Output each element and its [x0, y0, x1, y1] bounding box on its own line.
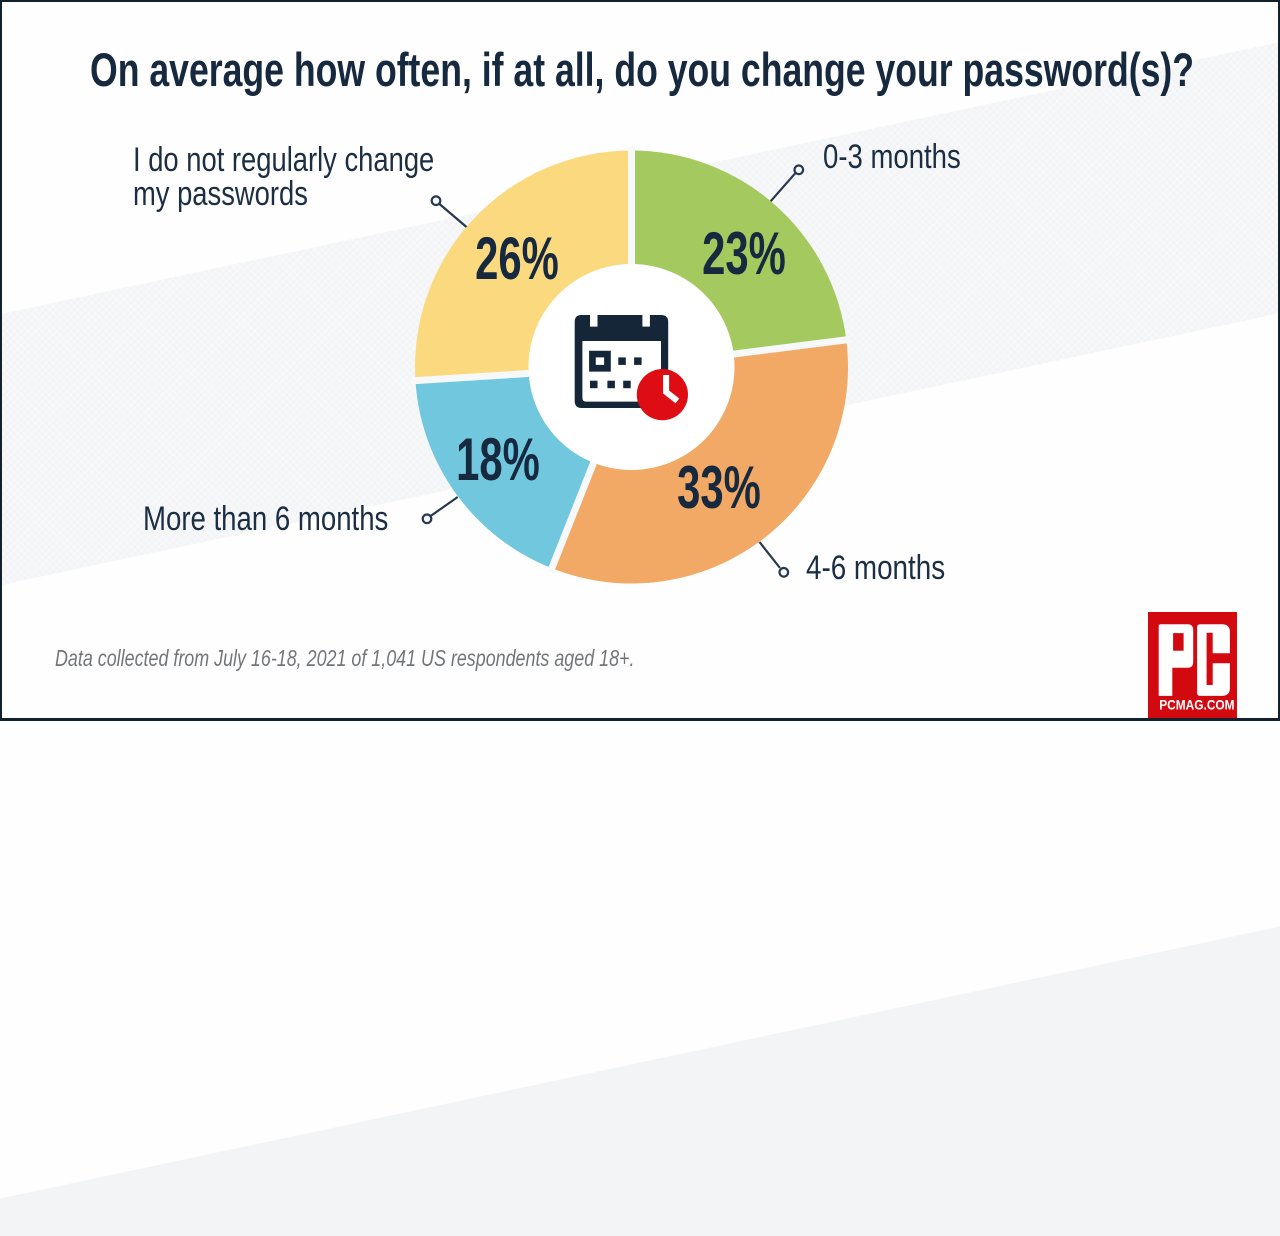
svg-text:PCMAG.COM: PCMAG.COM: [1159, 697, 1234, 713]
